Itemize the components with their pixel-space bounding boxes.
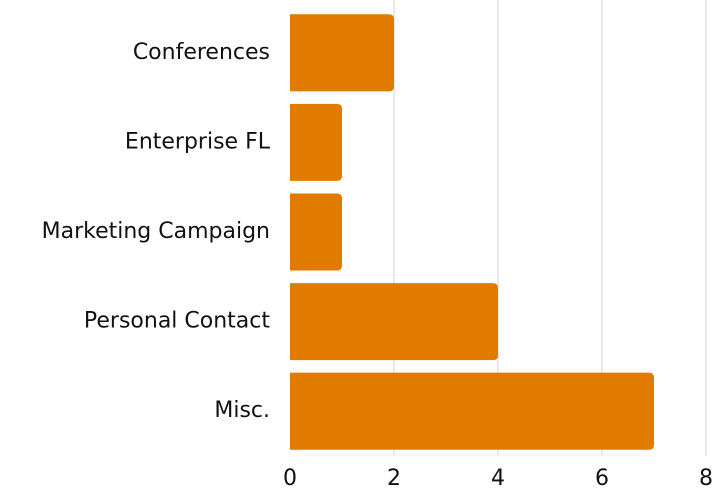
x-tick-label: 6 xyxy=(595,466,609,491)
y-tick-label: Personal Contact xyxy=(84,309,270,334)
bar xyxy=(290,14,394,92)
bar xyxy=(290,103,342,181)
y-tick-label: Marketing Campaign xyxy=(42,219,270,244)
y-tick-label: Enterprise FL xyxy=(125,129,271,154)
y-tick-label: Conferences xyxy=(133,40,270,65)
x-tick-label: 4 xyxy=(491,466,505,491)
bar xyxy=(290,193,342,271)
bar xyxy=(290,283,498,361)
x-tick-label: 2 xyxy=(387,466,401,491)
y-tick-label: Misc. xyxy=(214,398,270,423)
x-tick-label: 0 xyxy=(283,466,297,491)
x-tick-label: 8 xyxy=(699,466,713,491)
bar xyxy=(290,372,654,450)
